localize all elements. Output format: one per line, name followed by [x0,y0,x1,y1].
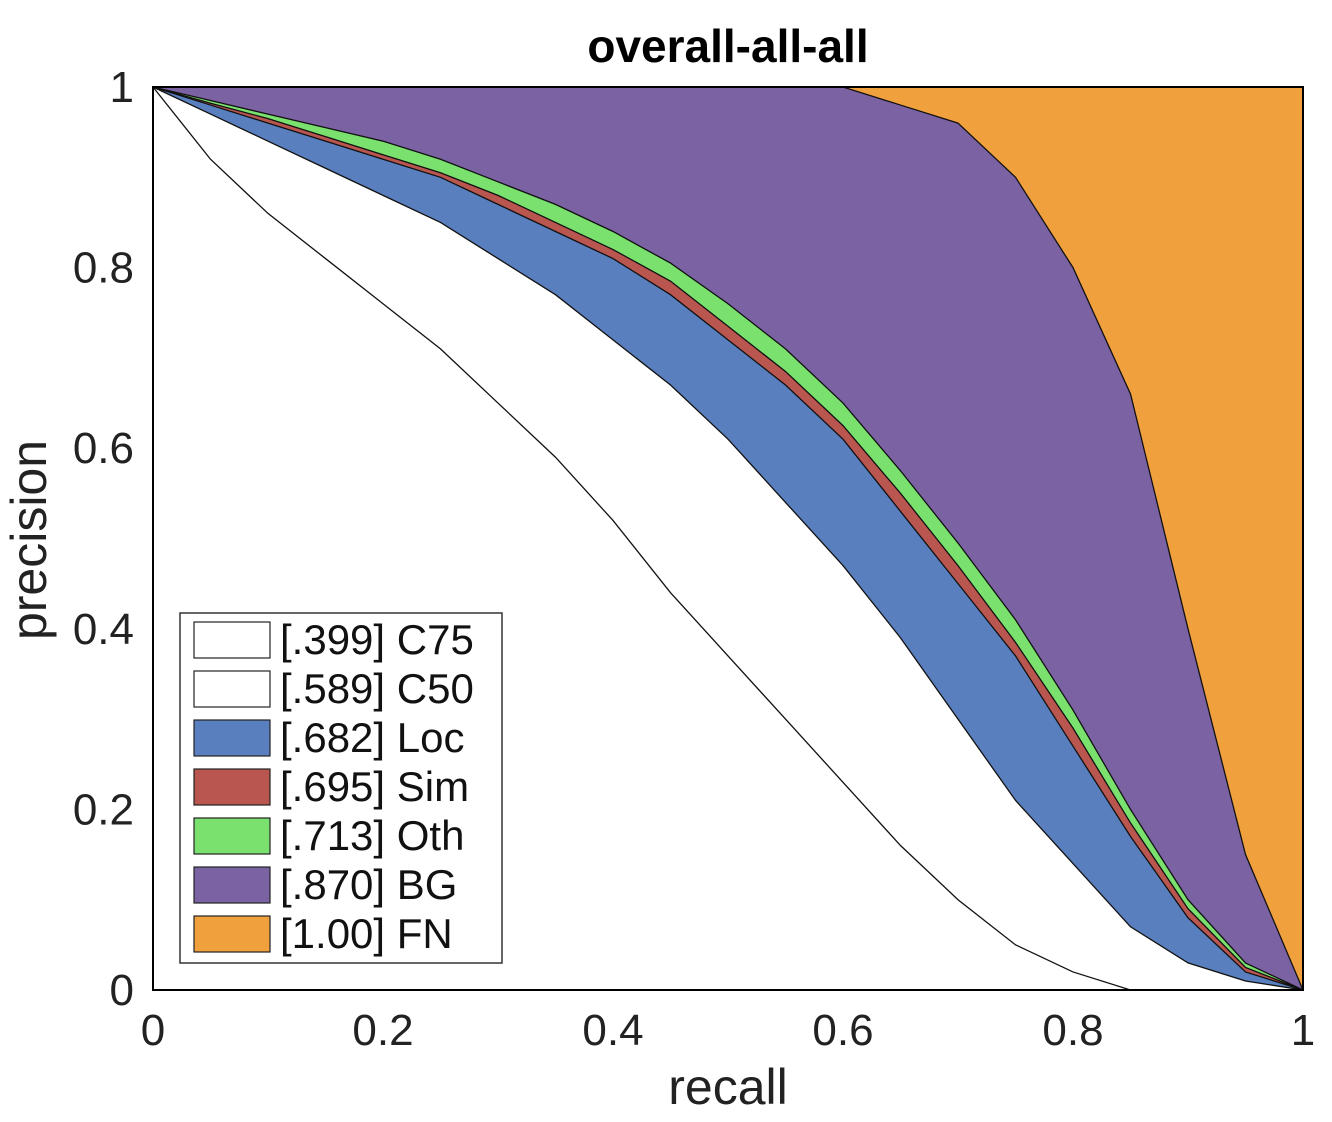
curve-oth [152,86,1304,991]
legend-label-c75: [.399] C75 [280,616,474,663]
legend-swatch-oth [193,817,271,855]
x-tick-label: 0.6 [812,1006,873,1055]
legend-swatch-loc [193,719,271,757]
x-tick-label: 0.8 [1042,1006,1103,1055]
legend-label-sim: [.695] Sim [280,763,469,810]
y-axis-ticks: 0 0.2 0.4 0.6 0.8 1 [73,63,134,1015]
y-tick-label: 1 [110,63,134,112]
area-loc [153,87,1303,990]
y-axis-label: precision [1,440,57,640]
area-fn [153,87,1303,990]
legend-swatch-c50 [193,670,271,708]
y-tick-label: 0 [110,966,134,1015]
x-tick-label: 0.4 [582,1006,643,1055]
area-c50 [153,87,1303,990]
legend-swatch-sim [193,768,271,806]
curve-sim [152,86,1304,991]
legend-label-c50: [.589] C50 [280,665,474,712]
y-tick-label: 0.2 [73,785,134,834]
legend-swatch-c75 [193,621,271,659]
y-tick-label: 0.6 [73,424,134,473]
legend-swatch-fn [193,915,271,953]
x-tick-label: 0 [141,1006,165,1055]
curve-c75 [152,86,1303,991]
x-axis-ticks: 0 0.2 0.4 0.6 0.8 1 [141,1006,1315,1055]
legend-label-fn: [1.00] FN [280,910,453,957]
legend-swatch-bg [193,866,271,904]
x-tick-label: 0.2 [352,1006,413,1055]
chart-title: overall-all-all [587,20,868,72]
x-tick-label: 1 [1291,1006,1315,1055]
legend-label-loc: [.682] Loc [280,714,464,761]
curve-loc [152,86,1304,991]
curve-c50 [152,86,1304,991]
legend: [.399] C75[.589] C50[.682] Loc[.695] Sim… [179,612,503,964]
legend-label-oth: [.713] Oth [280,812,464,859]
x-axis-label: recall [668,1059,787,1115]
legend-label-bg: [.870] BG [280,861,457,908]
y-tick-label: 0.8 [73,244,134,293]
area-bg [153,87,1303,990]
plot-frame [152,86,1304,991]
y-tick-label: 0.4 [73,605,134,654]
